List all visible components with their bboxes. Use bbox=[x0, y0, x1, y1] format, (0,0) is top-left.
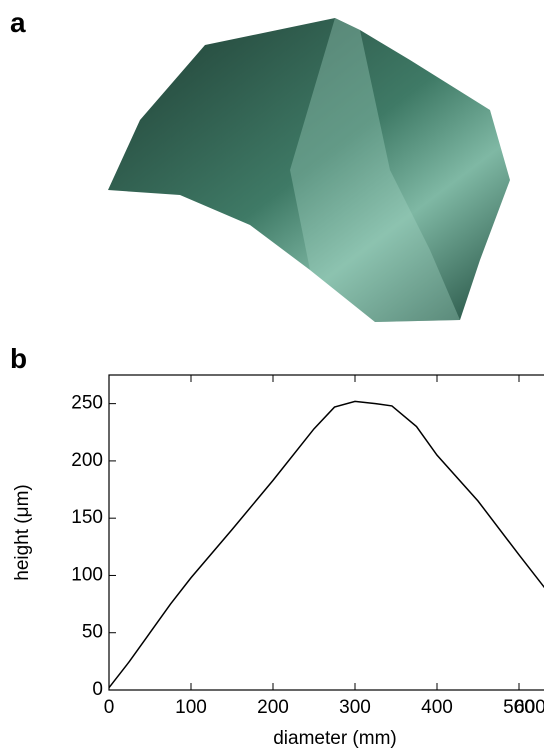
y-tick-label: 100 bbox=[71, 564, 103, 585]
x-axis-title: diameter (mm) bbox=[273, 728, 397, 749]
x-tick-label: 400 bbox=[421, 697, 453, 718]
x-tick-label: 100 bbox=[175, 697, 207, 718]
y-tick-label: 200 bbox=[71, 450, 103, 471]
panel-label: b bbox=[10, 343, 27, 374]
x-tick-label: 500 bbox=[503, 697, 535, 718]
x-tick-label: 200 bbox=[257, 697, 289, 718]
data-line bbox=[108, 400, 544, 689]
specimen-image bbox=[108, 18, 510, 322]
y-tick-label: 50 bbox=[82, 622, 103, 643]
panel-label: a bbox=[10, 7, 26, 38]
y-tick-label: 150 bbox=[71, 507, 103, 528]
specimen-highlight bbox=[290, 18, 460, 322]
y-tick-label: 250 bbox=[71, 393, 103, 414]
x-tick-label: 300 bbox=[339, 697, 371, 718]
plot-frame bbox=[108, 374, 544, 691]
y-axis-title: height (μm) bbox=[12, 484, 33, 580]
x-tick-label: 600 bbox=[514, 697, 544, 718]
x-tick-label: 0 bbox=[104, 697, 115, 718]
y-tick-label: 0 bbox=[92, 679, 103, 700]
